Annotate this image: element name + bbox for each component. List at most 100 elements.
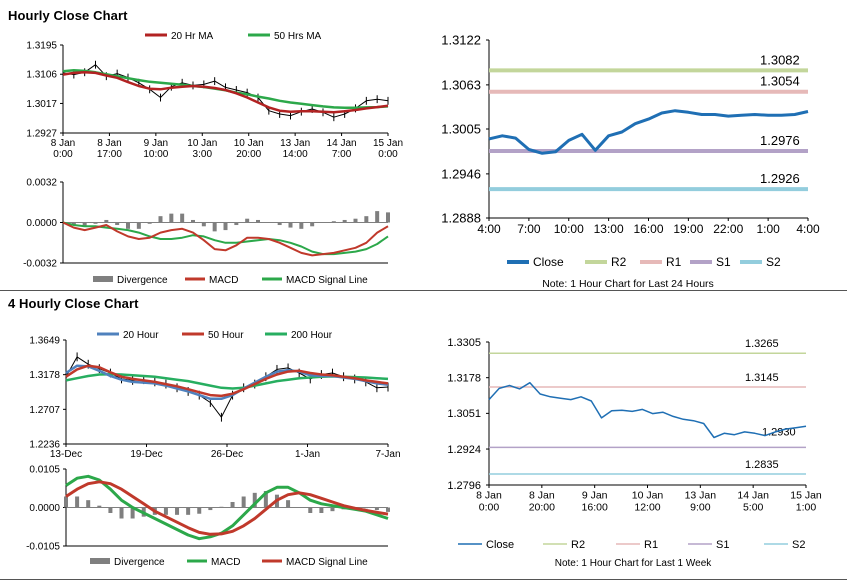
hourly-24h-legend-close-label: Close: [533, 255, 564, 269]
four-hourly-divergence-bar: [175, 507, 180, 515]
hourly-close-line: [62, 64, 389, 118]
four-hourly-divergence-bar: [64, 496, 68, 508]
hourly-week-xtick-label: 8 Jan: [529, 490, 555, 502]
hourly-divergence-bar: [136, 222, 141, 229]
hourly-price-xtick-label: 10:00: [143, 149, 168, 160]
four-hourly-price-ytick-label: 1.3178: [29, 370, 60, 381]
hourly-week-xtick-label: 13 Jan: [685, 490, 717, 502]
hourly-week-legend-r2-label: R2: [571, 539, 585, 551]
hourly-divergence-bar: [82, 222, 87, 227]
hourly-24h-ytick-label: 1.2946: [441, 166, 481, 181]
hourly-week-ytick-label: 1.3178: [447, 373, 481, 385]
hourly-week-xtick-label: 9 Jan: [582, 490, 608, 502]
hourly-week-xtick-label: 20:00: [529, 502, 555, 514]
hourly-divergence-bar: [201, 222, 206, 227]
hourly-24h-legend-r2-label: R2: [611, 255, 627, 269]
hourly-week-xtick-label: 9:00: [690, 502, 711, 514]
hourly-divergence-bar: [115, 222, 120, 226]
four-hourly-divergence-bar: [286, 500, 291, 508]
four-hourly-divergence-bar: [363, 507, 368, 509]
hourly-24h-xtick-label: 16:00: [633, 222, 663, 236]
hourly-24h-legend-r1-label: R1: [666, 255, 682, 269]
hourly-24h-level-label-s1: 1.2976: [760, 133, 800, 148]
hourly-price-xtick-label: 10 Jan: [187, 138, 217, 149]
hourly-24h-level-label-s2: 1.2926: [760, 171, 800, 186]
hourly-24h-ytick-label: 1.3122: [441, 33, 481, 48]
hourly-divergence-bar: [245, 218, 250, 223]
hourly-24h-level-label-r1: 1.3054: [760, 74, 800, 89]
hourly-divergence-bar: [386, 212, 390, 223]
hourly-legend-signal-label: MACD Signal Line: [286, 275, 368, 286]
hourly-macd-ytick-label: 0.0000: [26, 218, 57, 229]
four-hourly-divergence-bar: [374, 507, 379, 511]
section-divider: [0, 290, 847, 291]
hourly-divergence-bar: [234, 222, 239, 226]
hourly-legend-divergence-label: Divergence: [117, 275, 168, 286]
four-hourly-legend-200-label: 200 Hour: [291, 330, 333, 341]
hourly-week-legend-r1-label: R1: [644, 539, 658, 551]
hourly-week-close-line: [488, 381, 807, 439]
four-hourly-price-ytick-label: 1.2707: [29, 405, 60, 416]
hourly-week-ytick-label: 1.2924: [447, 444, 481, 456]
hourly-price-xtick-label: 20:00: [236, 149, 261, 160]
four-hourly-legend-divergence-swatch: [90, 558, 110, 564]
four-hourly-macd-ytick-label: 0.0000: [29, 503, 60, 514]
hourly-divergence-bar: [277, 222, 282, 226]
hourly-divergence-bar: [158, 216, 163, 223]
four-hourly-ma50-line: [65, 364, 389, 398]
four-hourly-divergence-bar: [119, 507, 124, 519]
four-hourly-divergence-bar: [230, 502, 235, 508]
hourly-divergence-bar: [331, 221, 336, 223]
hourly-week-level-label-r1: 1.3145: [745, 372, 779, 384]
hourly-24h-xtick-label: 13:00: [594, 222, 624, 236]
hourly-24h-legend-s2-label: S2: [766, 255, 781, 269]
hourly-week-level-label-s2: 1.2835: [745, 459, 779, 471]
hourly-24h-ytick-label: 1.3005: [441, 122, 481, 137]
hourly-price-ytick-label: 1.3017: [26, 99, 57, 110]
hourly-legend-divergence-swatch: [93, 276, 113, 282]
four-hourly-price-ytick-label: 1.3649: [29, 336, 60, 347]
four-hourly-divergence-bar: [386, 507, 390, 512]
hourly-divergence-bar: [191, 219, 195, 223]
four-hourly-divergence-bar: [197, 507, 202, 514]
four-hourly-divergence-bar: [330, 507, 335, 512]
hourly-ma20-line: [62, 71, 389, 114]
hourly-divergence-bar: [212, 222, 217, 232]
four-hourly-price-xtick-label: 26-Dec: [211, 449, 243, 460]
hourly-legend-macd-label: MACD: [209, 275, 238, 286]
hourly-price-xtick-label: 0:00: [53, 149, 73, 160]
hourly-macd-line: [62, 221, 389, 257]
hourly-24h-xtick-label: 10:00: [554, 222, 584, 236]
hourly-divergence-bar: [126, 222, 130, 229]
four-hourly-divergence-bar: [263, 491, 268, 508]
hourly-divergence-bar: [147, 222, 152, 224]
hourly-week-xtick-label: 15 Jan: [790, 490, 822, 502]
four-hourly-divergence-bar: [163, 507, 168, 515]
hourly-week-ytick-label: 1.2796: [447, 480, 481, 492]
hourly-price-ytick-label: 1.3106: [26, 70, 57, 81]
hourly-signal-line: [62, 221, 389, 256]
hourly-week-legend-s1-label: S1: [716, 539, 729, 551]
hourly-week-ytick-label: 1.3051: [447, 408, 481, 420]
hourly-week-xtick-label: 8 Jan: [476, 490, 502, 502]
four-hourly-divergence-bar: [252, 492, 257, 508]
hourly-24h-close-line: [488, 109, 809, 155]
four-hourly-macd-ytick-label: -0.0105: [26, 542, 60, 553]
hourly-price-ytick-label: 1.2927: [26, 129, 57, 140]
four-hourly-divergence-bar: [186, 507, 191, 515]
hourly-divergence-bar: [180, 213, 185, 223]
hourly-divergence-bar: [256, 219, 260, 223]
hourly-week-xtick-label: 10 Jan: [632, 490, 664, 502]
four-hourly-legend-divergence-label: Divergence: [114, 557, 165, 568]
hourly-divergence-bar: [342, 219, 347, 223]
four-hourly-price-xtick-label: 19-Dec: [130, 449, 162, 460]
hourly-24h-xtick-label: 4:00: [796, 222, 820, 236]
four-hourly-divergence-bar: [86, 500, 91, 508]
four-hourly-divergence-bar: [75, 496, 80, 508]
hourly-week-level-label-r2: 1.3265: [745, 338, 779, 350]
hourly-week-xtick-label: 12:00: [634, 502, 660, 514]
hourly-price-ytick-label: 1.3195: [26, 41, 57, 52]
four-hourly-divergence-bar: [319, 507, 324, 513]
hourly-price-xtick-label: 15 Jan: [373, 138, 403, 149]
four-hourly-legend-signal-label: MACD Signal Line: [286, 557, 368, 568]
